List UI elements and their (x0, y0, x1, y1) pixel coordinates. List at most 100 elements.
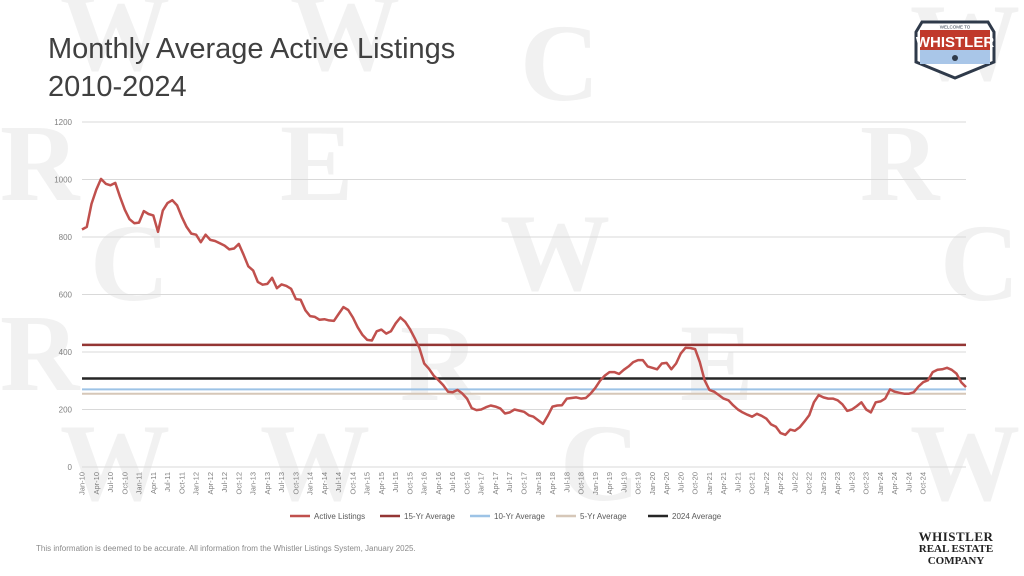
x-tick-label: Jul-14 (334, 472, 343, 492)
x-tick-label: Apr-18 (548, 472, 557, 495)
x-tick-label: Apr-20 (662, 472, 671, 495)
y-tick-label: 1200 (54, 118, 72, 127)
chart-title-line-1: Monthly Average Active Listings (48, 33, 456, 65)
legend-item: 2024 Average (648, 512, 722, 521)
x-tick-label: Apr-19 (605, 472, 614, 495)
whistler-logo: WELCOME TO WHISTLER (914, 20, 996, 80)
company-logo-line-2: REAL ESTATE (918, 543, 994, 555)
x-tick-label: Oct-15 (405, 472, 414, 495)
x-tick-label: Apr-14 (320, 472, 329, 495)
company-logo-line-1: WHISTLER (918, 529, 994, 544)
logo-top-text: WELCOME TO (940, 25, 971, 30)
x-tick-label: Jul-21 (733, 472, 742, 492)
series-lines (81, 177, 967, 437)
x-tick-label: Jul-13 (277, 472, 286, 492)
y-tick-label: 200 (59, 406, 73, 415)
company-logo-line-3: COMPANY (927, 555, 985, 567)
x-tick-label: Oct-22 (805, 472, 814, 495)
logo-red-band (920, 30, 990, 52)
x-tick-label: Jan-13 (249, 472, 258, 495)
x-tick-label: Jan-11 (135, 472, 144, 494)
x-tick-label: Jan-12 (192, 472, 201, 495)
legend: Active Listings 15-Yr Average 10-Yr Averag… (290, 512, 722, 521)
logo-main-text: WHISTLER (916, 34, 994, 51)
x-tick-label: Apr-21 (719, 472, 728, 495)
legend-label: 15-Yr Average (404, 512, 456, 521)
x-tick-label: Apr-17 (491, 472, 500, 495)
logo-sun-icon (952, 55, 958, 61)
x-tick-label: Jan-22 (762, 472, 771, 495)
x-tick-label: Apr-22 (776, 472, 785, 495)
legend-label: Active Listings (314, 512, 365, 521)
x-tick-label: Oct-23 (862, 472, 871, 495)
x-tick-label: Jul-23 (847, 472, 856, 492)
legend-label: 5-Yr Average (580, 512, 627, 521)
legend-label: 2024 Average (672, 512, 722, 521)
x-tick-label: Apr-13 (263, 472, 272, 495)
x-tick-label: Jul-16 (448, 472, 457, 492)
x-tick-label: Oct-24 (919, 472, 928, 495)
x-tick-label: Oct-16 (462, 472, 471, 495)
x-tick-label: Jan-19 (591, 472, 600, 495)
watermark-letter: W (60, 402, 170, 524)
grid-lines (82, 121, 966, 468)
watermark-letter: R (400, 302, 481, 424)
x-tick-label: Jan-10 (78, 472, 87, 495)
watermark-letter: W (290, 0, 400, 94)
watermark-letter: C (560, 402, 639, 524)
x-tick-label: Oct-21 (748, 472, 757, 495)
x-tick-label: Jan-14 (306, 472, 315, 495)
x-tick-label: Jan-24 (876, 472, 885, 495)
x-tick-label: Jul-17 (505, 472, 514, 492)
chart-title: Monthly Average Active Listings 2010-202… (48, 30, 455, 106)
legend-item: 10-Yr Average (470, 512, 546, 521)
watermark-letter: E (680, 302, 753, 424)
x-tick-label: Jan-20 (648, 472, 657, 495)
x-tick-label: Jan-17 (477, 472, 486, 495)
x-tick-label: Jul-24 (904, 472, 913, 492)
x-tick-label: Apr-16 (434, 472, 443, 495)
x-tick-label: Oct-17 (520, 472, 529, 495)
watermark-letter: W (500, 192, 610, 314)
y-tick-label: 600 (59, 291, 73, 300)
x-tick-label: Jul-20 (676, 472, 685, 492)
x-tick-label: Jan-23 (819, 472, 828, 495)
x-tick-label: Apr-15 (377, 472, 386, 495)
watermark-letter: W (60, 0, 170, 94)
x-tick-label: Jul-11 (163, 472, 172, 492)
x-tick-label: Jul-12 (220, 472, 229, 492)
y-tick-label: 400 (59, 348, 73, 357)
y-tick-label: 800 (59, 233, 73, 242)
y-tick-label: 0 (68, 463, 73, 472)
x-tick-label: Oct-11 (177, 472, 186, 494)
y-tick-label: 1000 (54, 176, 72, 185)
x-tick-label: Apr-12 (206, 472, 215, 495)
x-tick-label: Oct-14 (348, 472, 357, 495)
legend-item: Active Listings (290, 512, 365, 521)
source-footnote: This information is deemed to be accurat… (36, 544, 416, 553)
x-tick-label: Oct-12 (234, 472, 243, 495)
watermark-letter: W (260, 402, 370, 524)
x-tick-label: Jan-15 (363, 472, 372, 495)
x-tick-label: Oct-13 (291, 472, 300, 495)
watermark-letter: C (520, 2, 599, 124)
x-tick-label: Apr-23 (833, 472, 842, 495)
chart-title-line-2: 2010-2024 (48, 71, 187, 103)
x-tick-label: Jan-16 (420, 472, 429, 495)
x-tick-label: Oct-10 (120, 472, 129, 495)
x-tick-label: Oct-20 (691, 472, 700, 495)
x-tick-label: Jul-22 (790, 472, 799, 492)
x-tick-label: Oct-19 (634, 472, 643, 495)
x-tick-label: Jan-21 (705, 472, 714, 495)
watermark-letter: C (940, 202, 1019, 324)
y-axis-ticks: 0 200 400 600 800 1000 1200 (54, 118, 72, 472)
x-axis-ticks: Jan-10 Apr-10 Jul-10 Oct-10 Jan-11 Apr-11 Jul-… (78, 472, 928, 495)
series-line-active (81, 177, 967, 437)
legend-item: 15-Yr Average (380, 512, 456, 521)
x-tick-label: Jan-18 (534, 472, 543, 495)
x-tick-label: Apr-11 (149, 472, 158, 494)
x-tick-label: Apr-10 (92, 472, 101, 495)
company-logo: WHISTLER REAL ESTATE COMPANY (908, 530, 1004, 567)
